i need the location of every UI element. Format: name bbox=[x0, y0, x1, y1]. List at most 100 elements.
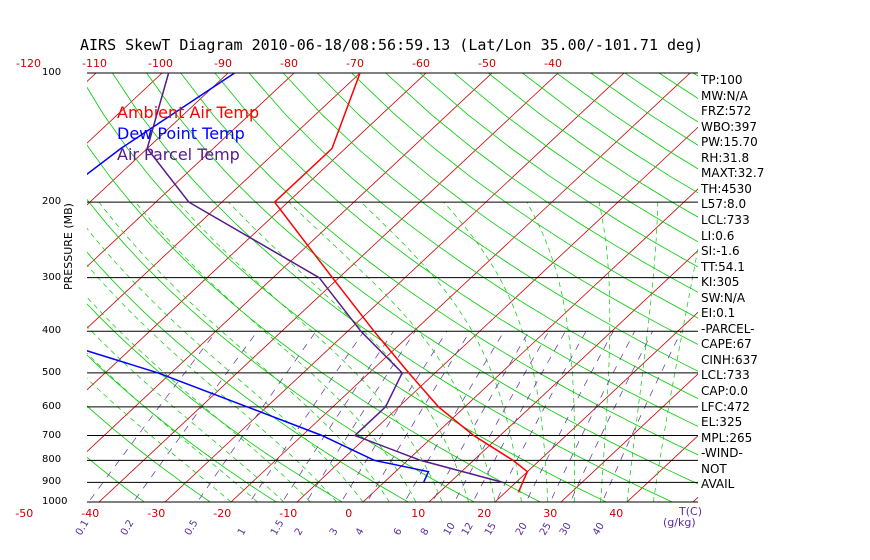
isobars bbox=[87, 72, 698, 503]
mixing-ratio-line bbox=[88, 331, 217, 502]
index-item: LCL:733 bbox=[701, 212, 750, 227]
mixing-ratio-line bbox=[249, 331, 365, 502]
bottom-temp-tick-label: -10 bbox=[279, 507, 298, 520]
index-item: EI:0.1 bbox=[701, 306, 736, 321]
moist-adiabat-line bbox=[626, 202, 659, 502]
moist-adiabat-line bbox=[177, 201, 443, 502]
pressure-tick-label: 100 bbox=[42, 67, 62, 78]
pressure-tick-label: 300 bbox=[42, 271, 62, 283]
moist-adiabat-line bbox=[87, 352, 258, 502]
pressure-tick-label: 700 bbox=[42, 429, 62, 441]
index-item: WBO:397 bbox=[701, 119, 758, 134]
dry-adiabat-line bbox=[180, 73, 698, 456]
dry-adiabat-line bbox=[214, 73, 698, 427]
bottom-temp-tick-label: -40 bbox=[81, 507, 100, 520]
moist-adiabat-line bbox=[526, 201, 575, 502]
bottom-temp-tick-label: 0 bbox=[345, 507, 353, 520]
index-item: TH:4530 bbox=[701, 181, 752, 196]
index-item: MPL:265 bbox=[701, 430, 753, 445]
top-temp-tick-label: -70 bbox=[346, 57, 364, 70]
pressure-tick-label: 900 bbox=[42, 476, 62, 488]
pressure-tick-label: 800 bbox=[42, 454, 62, 466]
moist-adiabat-line bbox=[360, 201, 522, 502]
mixing-ratio-line bbox=[132, 331, 258, 502]
dry-adiabat-line bbox=[317, 73, 698, 345]
bottom-temp-tick-label: -20 bbox=[213, 507, 232, 520]
top-temp-tick-label: -60 bbox=[412, 57, 430, 70]
index-item: FRZ:572 bbox=[701, 104, 752, 119]
isotherm-line bbox=[494, 311, 698, 502]
profiles bbox=[87, 73, 529, 493]
mixing-ratio-line bbox=[525, 331, 614, 502]
mixing-ratio-line bbox=[454, 331, 550, 502]
index-item: TP:100 bbox=[701, 73, 743, 87]
isotherm-line bbox=[560, 373, 698, 502]
isotherm-line bbox=[87, 73, 361, 329]
legend-ambient: Ambient Air Temp bbox=[117, 103, 260, 122]
mixing-ratio-line bbox=[432, 331, 530, 502]
profile-line bbox=[146, 73, 503, 484]
dry-adiabat-line bbox=[87, 456, 145, 502]
moist-adiabat-line bbox=[653, 246, 698, 502]
index-item: -WIND- bbox=[701, 446, 743, 461]
index-item: PW:15.70 bbox=[701, 135, 758, 150]
isotherm-line bbox=[87, 73, 97, 82]
pressure-tick-label: 400 bbox=[42, 325, 62, 337]
index-item: NOT bbox=[701, 461, 727, 476]
bottom-temp-tick-label: -30 bbox=[147, 507, 166, 520]
mixing-ratio-line bbox=[569, 331, 653, 502]
bottom-temp-tick-label: -50 bbox=[15, 507, 34, 520]
mixing-ratio-line bbox=[305, 331, 416, 502]
top-temp-tick-label: -120 bbox=[16, 57, 41, 70]
profile-line bbox=[273, 73, 529, 493]
index-item: -PARCEL- bbox=[701, 321, 755, 336]
moist-adiabat-line bbox=[87, 296, 311, 502]
isotherm-line bbox=[164, 73, 625, 502]
index-item: LI:0.6 bbox=[701, 228, 735, 243]
isotherm-line bbox=[98, 73, 559, 502]
profile-line bbox=[87, 73, 430, 483]
dry-adiabat-line bbox=[87, 198, 476, 502]
dry-adiabat-line bbox=[87, 251, 410, 502]
moist-adiabat-line bbox=[228, 201, 469, 502]
index-item: CAP:0.0 bbox=[701, 384, 748, 398]
isotherm-line bbox=[87, 73, 427, 391]
moist-adiabat-line bbox=[443, 201, 549, 502]
isotherm-line bbox=[296, 126, 698, 502]
dry-adiabat-line bbox=[87, 303, 343, 502]
mixing-ratio-line bbox=[602, 331, 682, 502]
isotherm-line bbox=[230, 73, 691, 502]
index-item: CAPE:67 bbox=[701, 337, 752, 352]
top-temp-tick-label: -90 bbox=[214, 57, 232, 70]
dry-adiabat-line bbox=[87, 86, 608, 502]
pressure-tick-label: 1000 bbox=[42, 496, 68, 507]
mixing-ratio-line bbox=[196, 331, 317, 502]
dry-adiabat-line bbox=[351, 73, 698, 319]
index-item: MW:N/A bbox=[701, 88, 748, 103]
bottom-temp-tick-label: 20 bbox=[477, 507, 492, 520]
pressure-tick-label: 600 bbox=[42, 400, 62, 412]
mixing-ratio-line bbox=[404, 331, 505, 502]
top-temp-tick-label: -40 bbox=[544, 57, 562, 70]
isotherm-line bbox=[0, 63, 40, 511]
index-item: KI:305 bbox=[701, 275, 740, 290]
y-axis-label: PRESSURE (MB) bbox=[62, 203, 75, 290]
moist-adiabat-line bbox=[87, 378, 232, 502]
isotherm-line bbox=[428, 250, 698, 502]
dry-adiabat-line bbox=[87, 354, 277, 502]
dry-adiabat-line bbox=[87, 405, 211, 502]
dry-adiabat-line bbox=[112, 73, 674, 502]
index-item: L57:8.0 bbox=[701, 197, 747, 212]
bottom-temp-tick-label: 30 bbox=[543, 507, 558, 520]
pressure-tick-label: 200 bbox=[42, 196, 62, 208]
index-item: SI:-1.6 bbox=[701, 244, 740, 259]
isotherm-line bbox=[362, 188, 698, 502]
index-item: SW:N/A bbox=[701, 290, 746, 305]
dry-adiabat-line bbox=[87, 144, 542, 502]
isotherm-line bbox=[626, 435, 698, 502]
dry-adiabat-line bbox=[0, 73, 23, 511]
mixing-ratio-unit: (g/kg) bbox=[663, 516, 696, 529]
bottom-temp-tick-label: 40 bbox=[609, 507, 624, 520]
